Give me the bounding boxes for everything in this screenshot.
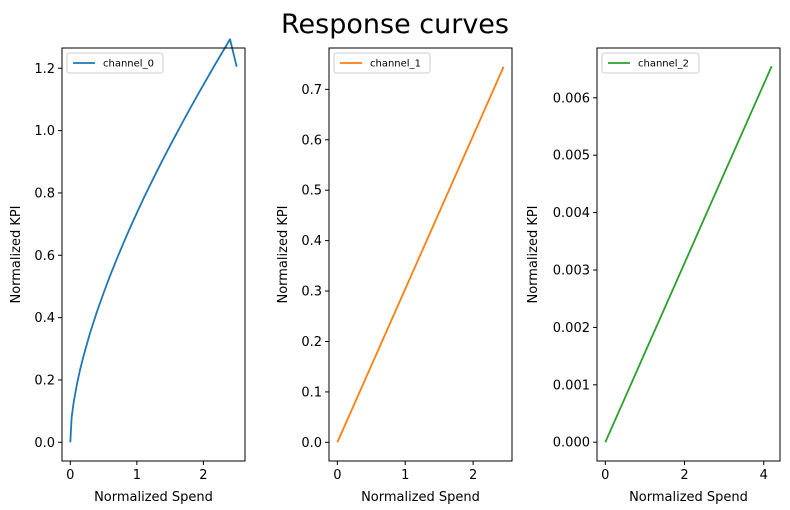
subplot-panels: 0 1 2 0.0 0.2 0.4 0.6 0.8 1.0 1.2 Normalized Spend… <box>9 38 781 505</box>
y-tick-label: 0.7 <box>301 83 322 98</box>
y-tick-label: 0.000 <box>553 436 590 451</box>
y-tick-label: 0.001 <box>553 378 590 393</box>
x-tick-label: 0 <box>601 468 609 483</box>
y-tick-label: 0.0 <box>301 436 322 451</box>
y-tick-label: 1.2 <box>34 62 55 77</box>
y-tick-label: 0.2 <box>34 373 55 388</box>
legend-label-channel_1: channel_1 <box>370 59 421 70</box>
y-tick-label: 0.004 <box>553 206 590 221</box>
x-axis-label: Normalized Spend <box>361 490 480 505</box>
x-axis-label: Normalized Spend <box>629 490 748 505</box>
axes-frame <box>328 47 513 462</box>
y-tick-label: 0.003 <box>553 264 590 279</box>
y-tick-label: 0.006 <box>553 91 590 106</box>
legend: channel_2 <box>601 52 700 74</box>
y-tick-label: 0.5 <box>301 184 322 199</box>
x-tick-label: 1 <box>133 468 141 483</box>
y-tick-label: 0.1 <box>301 385 322 400</box>
y-tick-label: 0.4 <box>34 311 55 326</box>
y-tick-label: 0.002 <box>553 321 590 336</box>
legend-box <box>333 52 431 74</box>
x-tick-label: 2 <box>469 468 477 483</box>
x-tick-label: 0 <box>333 468 341 483</box>
subplot-0: 0 1 2 0.0 0.2 0.4 0.6 0.8 1.0 1.2 Normalized Spend… <box>9 38 246 505</box>
y-tick-label: 0.2 <box>301 335 322 350</box>
x-tick-label: 2 <box>199 468 207 483</box>
legend: channel_0 <box>66 52 164 74</box>
y-tick-label: 0.4 <box>301 234 322 249</box>
legend-box <box>66 52 164 74</box>
y-axis-label: Normalized KPI <box>9 205 24 303</box>
legend: channel_1 <box>333 52 431 74</box>
legend-box <box>601 52 700 74</box>
x-tick-label: 4 <box>760 468 768 483</box>
legend-label-channel_2: channel_2 <box>638 59 689 70</box>
y-axis-label: Normalized KPI <box>526 205 541 303</box>
series-line-channel_0 <box>69 38 238 443</box>
axes-frame <box>596 47 781 462</box>
legend-label-channel_0: channel_0 <box>103 59 154 70</box>
y-tick-label: 0.3 <box>301 285 322 300</box>
x-tick-label: 0 <box>66 468 74 483</box>
y-tick-label: 1.0 <box>34 124 55 139</box>
subplot-1: 0 1 2 0.0 0.1 0.2 0.3 0.4 0.5 0.6 0.7 Normalized Sp… <box>276 47 513 505</box>
y-tick-label: 0.6 <box>34 249 55 264</box>
x-tick-label: 2 <box>680 468 688 483</box>
y-tick-label: 0.8 <box>34 186 55 201</box>
series-line-channel_2 <box>604 65 773 443</box>
y-tick-label: 0.0 <box>34 436 55 451</box>
y-axis-label: Normalized KPI <box>276 205 291 303</box>
y-tick-label: 0.005 <box>553 149 590 164</box>
x-axis-label: Normalized Spend <box>94 490 213 505</box>
y-tick-label: 0.6 <box>301 133 322 148</box>
series-line-channel_1 <box>336 66 505 443</box>
subplot-2: 0 2 4 0.000 0.001 0.002 0.003 0.004 0.005 0.006 No… <box>526 47 781 505</box>
axes-frame <box>61 47 246 462</box>
x-tick-label: 1 <box>401 468 409 483</box>
figure-title: Response curves <box>281 9 509 40</box>
